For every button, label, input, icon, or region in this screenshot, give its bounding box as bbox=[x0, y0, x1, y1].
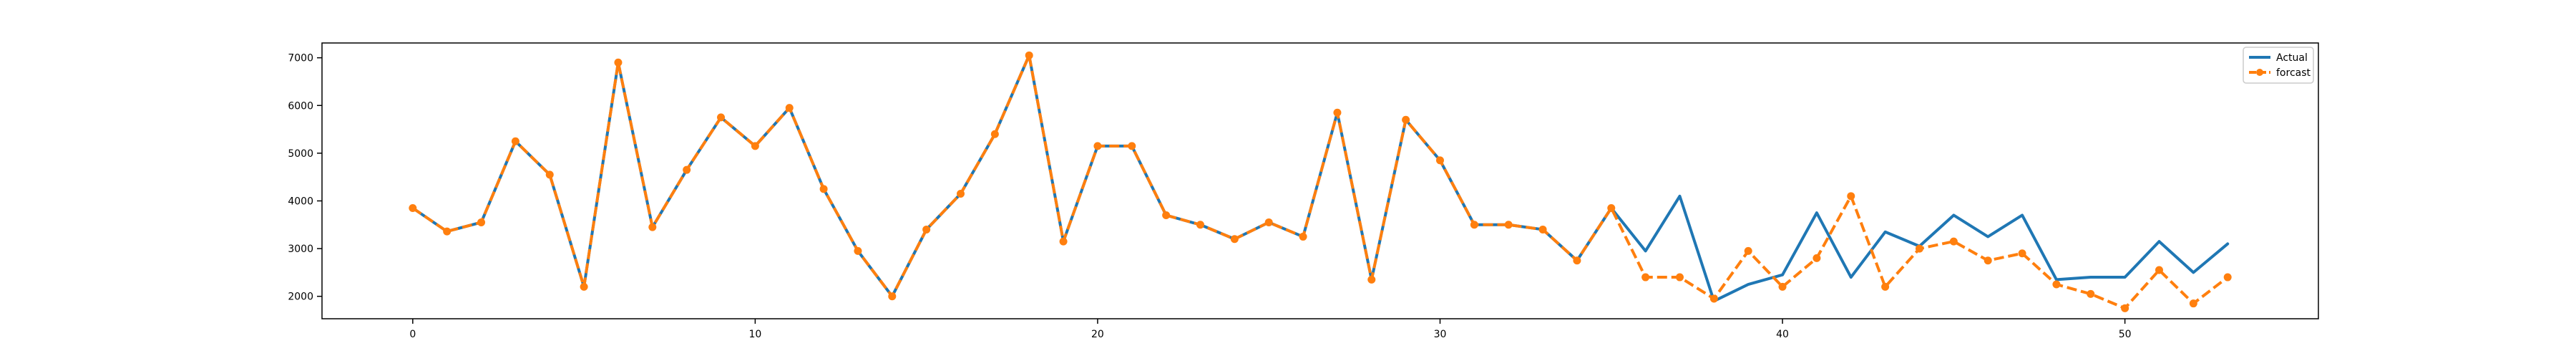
data-point-forcast bbox=[785, 104, 794, 112]
data-point-forcast bbox=[2087, 289, 2095, 298]
data-point-forcast bbox=[1196, 221, 1205, 229]
data-point-forcast bbox=[477, 218, 486, 226]
data-point-forcast bbox=[1059, 237, 1068, 246]
data-point-forcast bbox=[1504, 221, 1513, 229]
data-point-forcast bbox=[2223, 273, 2232, 281]
x-tick-label: 20 bbox=[1091, 329, 1104, 340]
data-point-forcast bbox=[614, 58, 623, 67]
x-tick-label: 10 bbox=[748, 329, 761, 340]
data-point-forcast bbox=[1641, 273, 1650, 281]
data-point-forcast bbox=[1813, 254, 1821, 262]
data-point-forcast bbox=[751, 142, 759, 150]
legend-marker-forcast bbox=[2256, 69, 2263, 76]
data-point-forcast bbox=[1128, 142, 1136, 150]
data-point-forcast bbox=[545, 170, 554, 179]
data-point-forcast bbox=[2155, 266, 2163, 274]
data-point-forcast bbox=[648, 223, 657, 231]
data-point-forcast bbox=[1435, 156, 1444, 165]
y-tick-label: 2000 bbox=[288, 292, 313, 303]
data-point-forcast bbox=[1607, 203, 1616, 212]
x-tick-label: 50 bbox=[2119, 329, 2132, 340]
data-point-forcast bbox=[580, 282, 588, 291]
data-point-forcast bbox=[1915, 244, 1923, 253]
x-tick-label: 0 bbox=[409, 329, 416, 340]
data-point-forcast bbox=[1367, 275, 1376, 284]
data-point-forcast bbox=[1538, 225, 1547, 234]
y-tick-label: 5000 bbox=[288, 148, 313, 160]
x-tick-label: 30 bbox=[1434, 329, 1447, 340]
data-point-forcast bbox=[1333, 108, 1342, 117]
data-point-forcast bbox=[1778, 282, 1787, 291]
data-point-forcast bbox=[2121, 304, 2129, 312]
data-point-forcast bbox=[1162, 211, 1171, 219]
data-point-forcast bbox=[683, 165, 691, 174]
data-point-forcast bbox=[1299, 232, 1307, 241]
legend-label-actual: Actual bbox=[2276, 52, 2308, 64]
data-point-forcast bbox=[511, 137, 519, 145]
data-point-forcast bbox=[717, 113, 726, 122]
data-point-forcast bbox=[1847, 192, 1855, 201]
data-point-forcast bbox=[819, 185, 828, 193]
data-point-forcast bbox=[1709, 294, 1718, 303]
data-point-forcast bbox=[1093, 142, 1102, 150]
data-point-forcast bbox=[990, 130, 999, 138]
data-point-forcast bbox=[922, 225, 931, 234]
data-point-forcast bbox=[1949, 237, 1958, 246]
legend: Actual forcast bbox=[2243, 47, 2314, 84]
plot-area bbox=[409, 51, 2232, 312]
data-point-forcast bbox=[409, 203, 417, 212]
data-point-forcast bbox=[854, 246, 862, 255]
y-tick-label: 4000 bbox=[288, 196, 313, 207]
data-point-forcast bbox=[1402, 115, 1410, 124]
plot-frame bbox=[321, 42, 2319, 319]
data-point-forcast bbox=[957, 189, 965, 198]
y-tick-label: 7000 bbox=[288, 53, 313, 64]
legend-label-forcast: forcast bbox=[2276, 67, 2311, 79]
axes: 0 10 20 30 40 50 2000 3000 4000 5000 6000 7000 bbox=[288, 42, 2319, 340]
data-point-forcast bbox=[1881, 282, 1890, 291]
data-point-forcast bbox=[1984, 256, 1992, 265]
data-point-forcast bbox=[1675, 273, 1684, 281]
data-point-forcast bbox=[2189, 299, 2197, 308]
data-point-forcast bbox=[1025, 51, 1033, 59]
data-point-forcast bbox=[443, 227, 452, 236]
x-tick-label: 40 bbox=[1776, 329, 1789, 340]
y-tick-label: 6000 bbox=[288, 100, 313, 112]
data-point-forcast bbox=[1573, 256, 1581, 265]
data-point-forcast bbox=[2052, 280, 2061, 289]
y-tick-label: 3000 bbox=[288, 244, 313, 255]
data-point-forcast bbox=[1744, 246, 1752, 255]
data-point-forcast bbox=[2018, 249, 2026, 258]
data-point-forcast bbox=[1264, 218, 1273, 226]
data-point-forcast bbox=[1230, 235, 1239, 244]
series-line-actual bbox=[411, 54, 2230, 303]
data-point-forcast bbox=[888, 292, 897, 301]
data-point-forcast bbox=[1470, 221, 1478, 229]
